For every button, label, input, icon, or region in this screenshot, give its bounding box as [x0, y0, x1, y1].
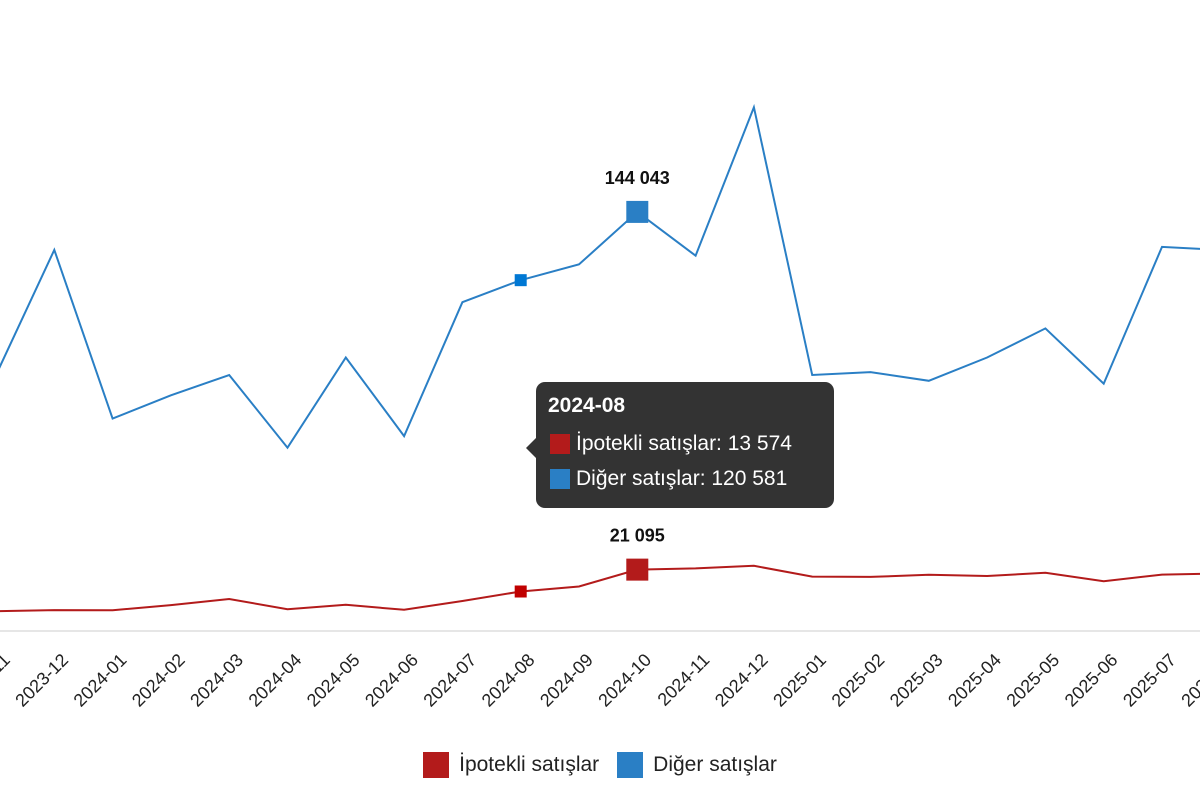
hover-marker-ipotekli[interactable] — [514, 585, 527, 598]
x-tick-label: 2024-08 — [478, 650, 539, 711]
legend-swatch-diger — [617, 752, 644, 778]
x-tick-label: 2025-03 — [886, 650, 947, 711]
x-tick-label: 2025-02 — [828, 650, 889, 711]
x-tick-label: 2024-09 — [536, 650, 597, 711]
tooltip-title: 2024-08 — [548, 394, 626, 417]
tooltip: 2024-08 İpotekli satışlar: 13 574 Diğer … — [526, 382, 834, 508]
tooltip-value-ipotekli: İpotekli satışlar: 13 574 — [576, 432, 792, 455]
x-tick-label: 2024-05 — [303, 650, 364, 711]
legend: İpotekli satışlar Diğer satışlar — [0, 752, 1200, 778]
highlight-marker-ipotekli[interactable] — [626, 558, 649, 581]
series-line-diger — [0, 103, 1200, 450]
legend-label-ipotekli: İpotekli satışlar — [459, 753, 600, 776]
tooltip-row-ipotekli: İpotekli satışlar: 13 574 — [548, 432, 822, 456]
legend-label-diger: Diğer satışlar — [653, 753, 777, 776]
legend-item-ipotekli[interactable]: İpotekli satışlar — [423, 752, 599, 778]
x-tick-label: 2023-11 — [0, 650, 14, 710]
highlight-marker-diger[interactable] — [626, 200, 649, 223]
x-tick-label: 2024-02 — [128, 650, 189, 711]
x-tick-label: 2025-01 — [769, 650, 830, 711]
x-tick-label: 2024-07 — [419, 650, 480, 711]
data-label-ipotekli: 21 095 — [610, 526, 665, 546]
series-line-ipotekli — [0, 564, 1200, 613]
x-tick-label: 2024-10 — [594, 650, 655, 711]
x-tick-label: 2024-11 — [654, 650, 714, 710]
x-tick-label: 2024-06 — [361, 650, 422, 711]
legend-item-diger[interactable]: Diğer satışlar — [617, 752, 777, 778]
x-tick-label: 2025-07 — [1119, 650, 1180, 711]
x-tick-label: 2023-12 — [11, 650, 72, 711]
data-label-diger: 144 043 — [605, 168, 670, 188]
x-tick-label: 2025-08 — [1177, 650, 1200, 711]
x-tick-label: 2024-01 — [70, 650, 131, 711]
tooltip-row-diger: Diğer satışlar: 120 581 — [548, 467, 822, 491]
x-tick-label: 2024-04 — [245, 650, 306, 711]
x-tick-label: 2025-05 — [1002, 650, 1063, 711]
tooltip-value-diger: Diğer satışlar: 120 581 — [576, 467, 788, 490]
legend-swatch-ipotekli — [423, 752, 450, 778]
x-tick-label: 2024-03 — [186, 650, 247, 711]
x-tick-label: 2024-12 — [711, 650, 772, 711]
hover-marker-diger[interactable] — [514, 274, 527, 287]
tooltip-swatch-diger — [550, 469, 570, 489]
x-tick-label: 2025-06 — [1061, 650, 1122, 711]
tooltip-swatch-ipotekli — [550, 434, 570, 454]
x-tick-label: 2025-04 — [944, 650, 1005, 711]
